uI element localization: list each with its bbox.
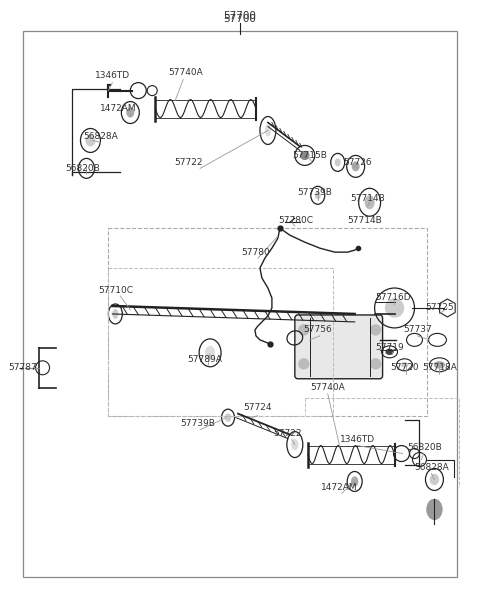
Text: 57710C: 57710C bbox=[98, 286, 133, 295]
Circle shape bbox=[371, 325, 381, 335]
Text: 57700: 57700 bbox=[224, 14, 256, 24]
Text: 57756: 57756 bbox=[303, 326, 332, 334]
Ellipse shape bbox=[226, 414, 230, 421]
Ellipse shape bbox=[205, 346, 215, 360]
Text: 57724: 57724 bbox=[244, 403, 272, 412]
Text: 57715B: 57715B bbox=[292, 151, 327, 160]
Text: 57780: 57780 bbox=[241, 248, 270, 257]
Text: 57789A: 57789A bbox=[188, 355, 223, 364]
Text: 57714B: 57714B bbox=[350, 194, 385, 203]
Text: 57716D: 57716D bbox=[376, 293, 411, 302]
Text: 57737: 57737 bbox=[403, 326, 432, 334]
Ellipse shape bbox=[352, 477, 358, 486]
Ellipse shape bbox=[112, 309, 119, 319]
Ellipse shape bbox=[431, 475, 438, 485]
Text: 57739B: 57739B bbox=[297, 188, 332, 197]
Text: 57787: 57787 bbox=[8, 364, 37, 372]
Text: 57720: 57720 bbox=[390, 364, 419, 372]
Text: 1346TD: 1346TD bbox=[340, 435, 375, 444]
Ellipse shape bbox=[292, 440, 298, 450]
Circle shape bbox=[299, 359, 309, 369]
Ellipse shape bbox=[315, 191, 321, 199]
Ellipse shape bbox=[427, 500, 442, 519]
Text: 57725: 57725 bbox=[425, 304, 454, 312]
Text: 56820B: 56820B bbox=[407, 443, 442, 452]
Text: 57740A: 57740A bbox=[168, 68, 203, 77]
Text: 57780C: 57780C bbox=[278, 216, 313, 225]
Text: 1472AM: 1472AM bbox=[100, 104, 137, 113]
Text: 1472AM: 1472AM bbox=[322, 483, 358, 492]
Ellipse shape bbox=[434, 362, 444, 368]
Ellipse shape bbox=[335, 159, 341, 166]
FancyBboxPatch shape bbox=[295, 315, 383, 379]
Text: 57714B: 57714B bbox=[347, 216, 382, 225]
Ellipse shape bbox=[265, 125, 271, 137]
Ellipse shape bbox=[402, 363, 408, 367]
Text: 57700: 57700 bbox=[224, 11, 256, 21]
Circle shape bbox=[371, 359, 381, 369]
Text: 56828A: 56828A bbox=[414, 463, 449, 472]
Text: 57740A: 57740A bbox=[311, 383, 345, 392]
Text: 57719: 57719 bbox=[375, 343, 404, 352]
Text: 56828A: 56828A bbox=[83, 132, 118, 141]
Circle shape bbox=[299, 325, 309, 335]
Ellipse shape bbox=[386, 349, 393, 355]
Text: 57739B: 57739B bbox=[180, 419, 216, 428]
Ellipse shape bbox=[365, 195, 374, 209]
Ellipse shape bbox=[126, 108, 134, 118]
Ellipse shape bbox=[352, 162, 360, 171]
Text: 57718A: 57718A bbox=[422, 364, 457, 372]
Text: 57726: 57726 bbox=[343, 158, 372, 167]
Text: 56820B: 56820B bbox=[65, 164, 100, 173]
Ellipse shape bbox=[85, 134, 96, 147]
Text: 1346TD: 1346TD bbox=[95, 71, 130, 80]
Text: 57722: 57722 bbox=[174, 158, 203, 167]
Circle shape bbox=[301, 151, 309, 159]
Circle shape bbox=[385, 299, 404, 317]
Text: 57722: 57722 bbox=[274, 429, 302, 438]
